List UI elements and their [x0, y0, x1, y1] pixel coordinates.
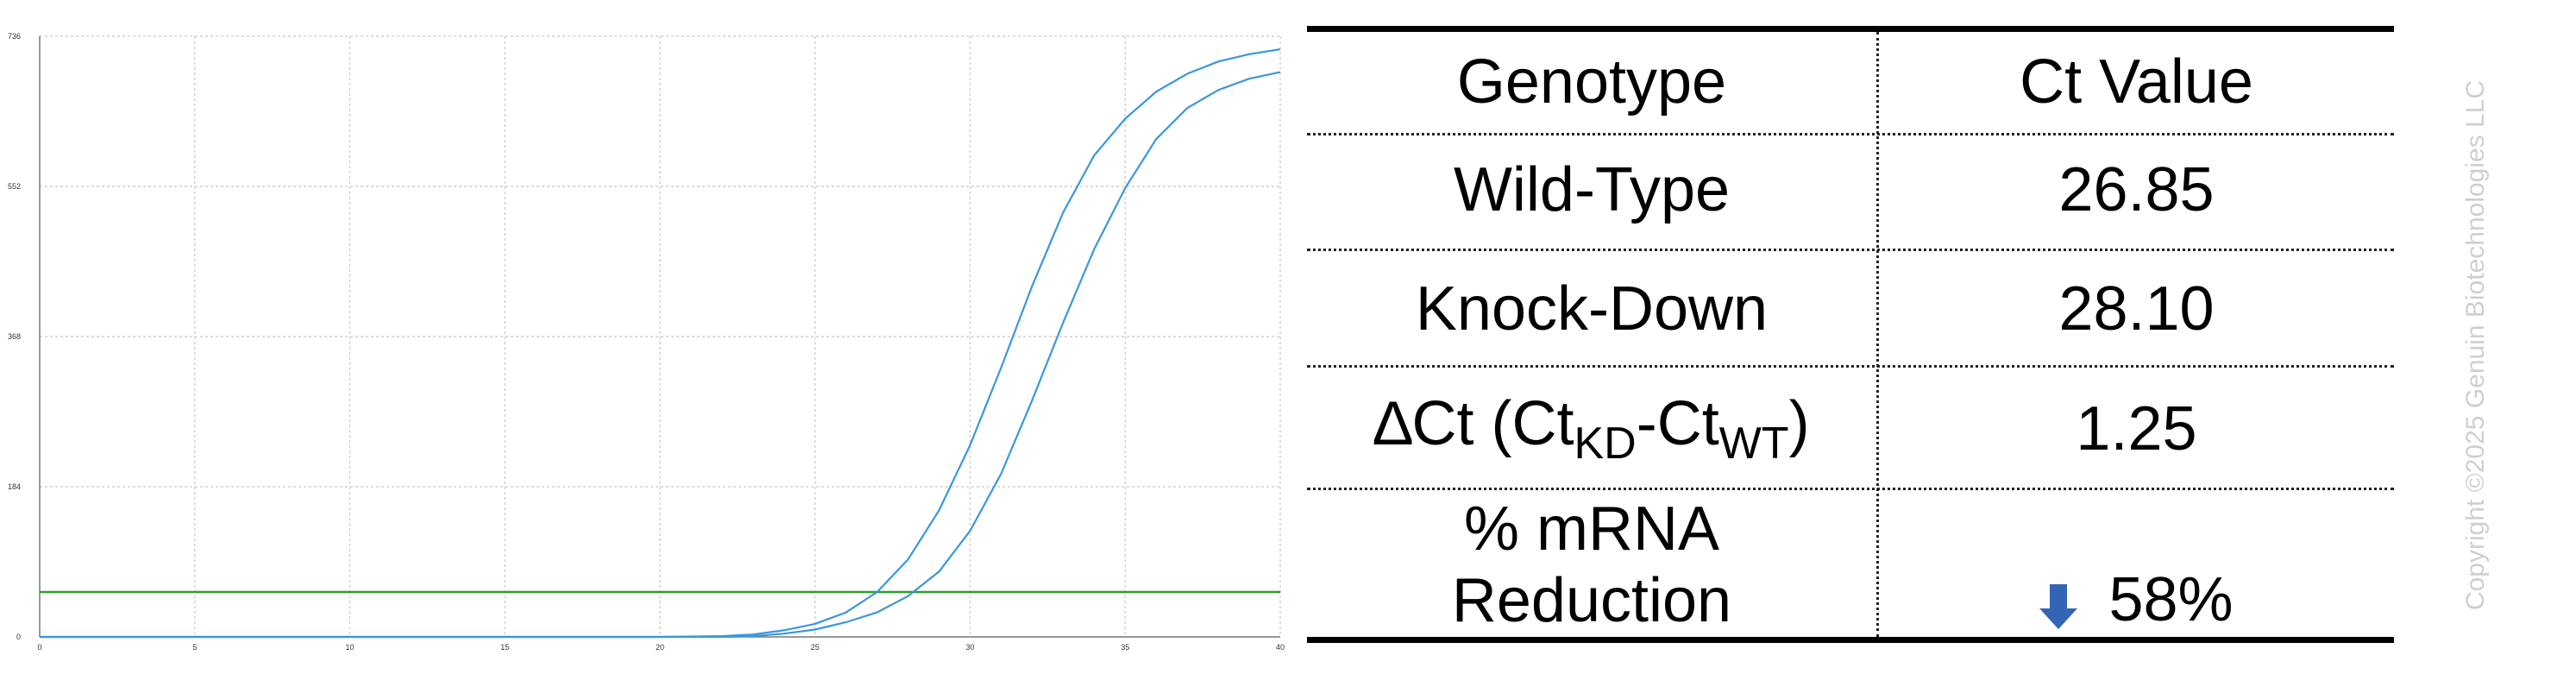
- copyright-text: Copyright ©2025 Genuin Biotechnologies L…: [2461, 79, 2490, 611]
- copyright-notice: Copyright ©2025 Genuin Biotechnologies L…: [2459, 52, 2493, 639]
- amplification-curve-1: [40, 48, 1281, 639]
- delta-ct-main: ∆Ct (Ct: [1373, 389, 1574, 459]
- delta-ct-end: ): [1788, 389, 1810, 459]
- wild-type-value: 26.85: [2058, 154, 2215, 224]
- reduction-value: 58%: [2108, 564, 2234, 634]
- amplification-plot: 0 5 10 15 20 25 30 35 40 0 184 368 552 736: [8, 32, 1285, 652]
- row-divider: [1307, 365, 2394, 368]
- reduction-label-line2: Reduction: [1451, 566, 1732, 635]
- x-tick-label: 25: [811, 643, 820, 652]
- x-tick-label: 35: [1121, 643, 1129, 652]
- x-tick-label: 40: [1276, 643, 1285, 652]
- table-bottom-rule: [1307, 637, 2394, 643]
- y-tick-label: 368: [8, 332, 21, 341]
- knock-down-label: Knock-Down: [1415, 274, 1769, 343]
- y-tick-label: 736: [8, 32, 21, 41]
- reduction-label-line1: % mRNA: [1463, 494, 1719, 564]
- table-top-rule: [1307, 26, 2394, 32]
- row-divider: [1307, 249, 2394, 251]
- amplification-curves: [40, 48, 1281, 639]
- x-tick-label: 30: [965, 643, 974, 652]
- reduction-label: % mRNA Reduction: [1307, 494, 1876, 635]
- x-tick-label: 20: [656, 643, 664, 652]
- x-tick-label: 5: [192, 643, 197, 652]
- x-tick-label: 15: [500, 643, 509, 652]
- delta-ct-label: ∆Ct (CtKD-CtWT): [1307, 375, 1876, 483]
- knock-down-value: 28.10: [2058, 274, 2215, 343]
- delta-ct-value: 1.25: [2076, 394, 2197, 464]
- delta-ct-sub-wt: WT: [1718, 419, 1789, 469]
- y-tick-label: 0: [16, 633, 21, 641]
- header-ct-value: Ct Value: [2020, 47, 2253, 117]
- reduction-value-cell: 58%: [1879, 561, 2394, 639]
- results-table: Genotype Ct Value Wild-Type 26.85 Knock-…: [1307, 26, 2394, 647]
- delta-ct-mid: -Ct: [1636, 389, 1719, 459]
- header-genotype: Genotype: [1456, 47, 1727, 117]
- x-tick-label: 0: [37, 643, 41, 652]
- down-arrow-icon: [2039, 584, 2078, 629]
- wild-type-label: Wild-Type: [1453, 154, 1731, 224]
- delta-ct-text: ∆Ct (CtKD-CtWT): [1373, 388, 1809, 470]
- column-divider: [1876, 32, 1879, 637]
- x-tick-label: 10: [345, 643, 354, 652]
- amplification-curve-2: [40, 71, 1281, 639]
- y-tick-label: 552: [8, 182, 21, 191]
- row-divider: [1307, 133, 2394, 135]
- tick-labels: 0 5 10 15 20 25 30 35 40 0 184 368 552 736: [8, 32, 1285, 652]
- delta-ct-sub-kd: KD: [1574, 419, 1637, 469]
- plot-grid: [40, 35, 1281, 637]
- y-tick-label: 184: [8, 482, 21, 491]
- row-divider: [1307, 488, 2394, 490]
